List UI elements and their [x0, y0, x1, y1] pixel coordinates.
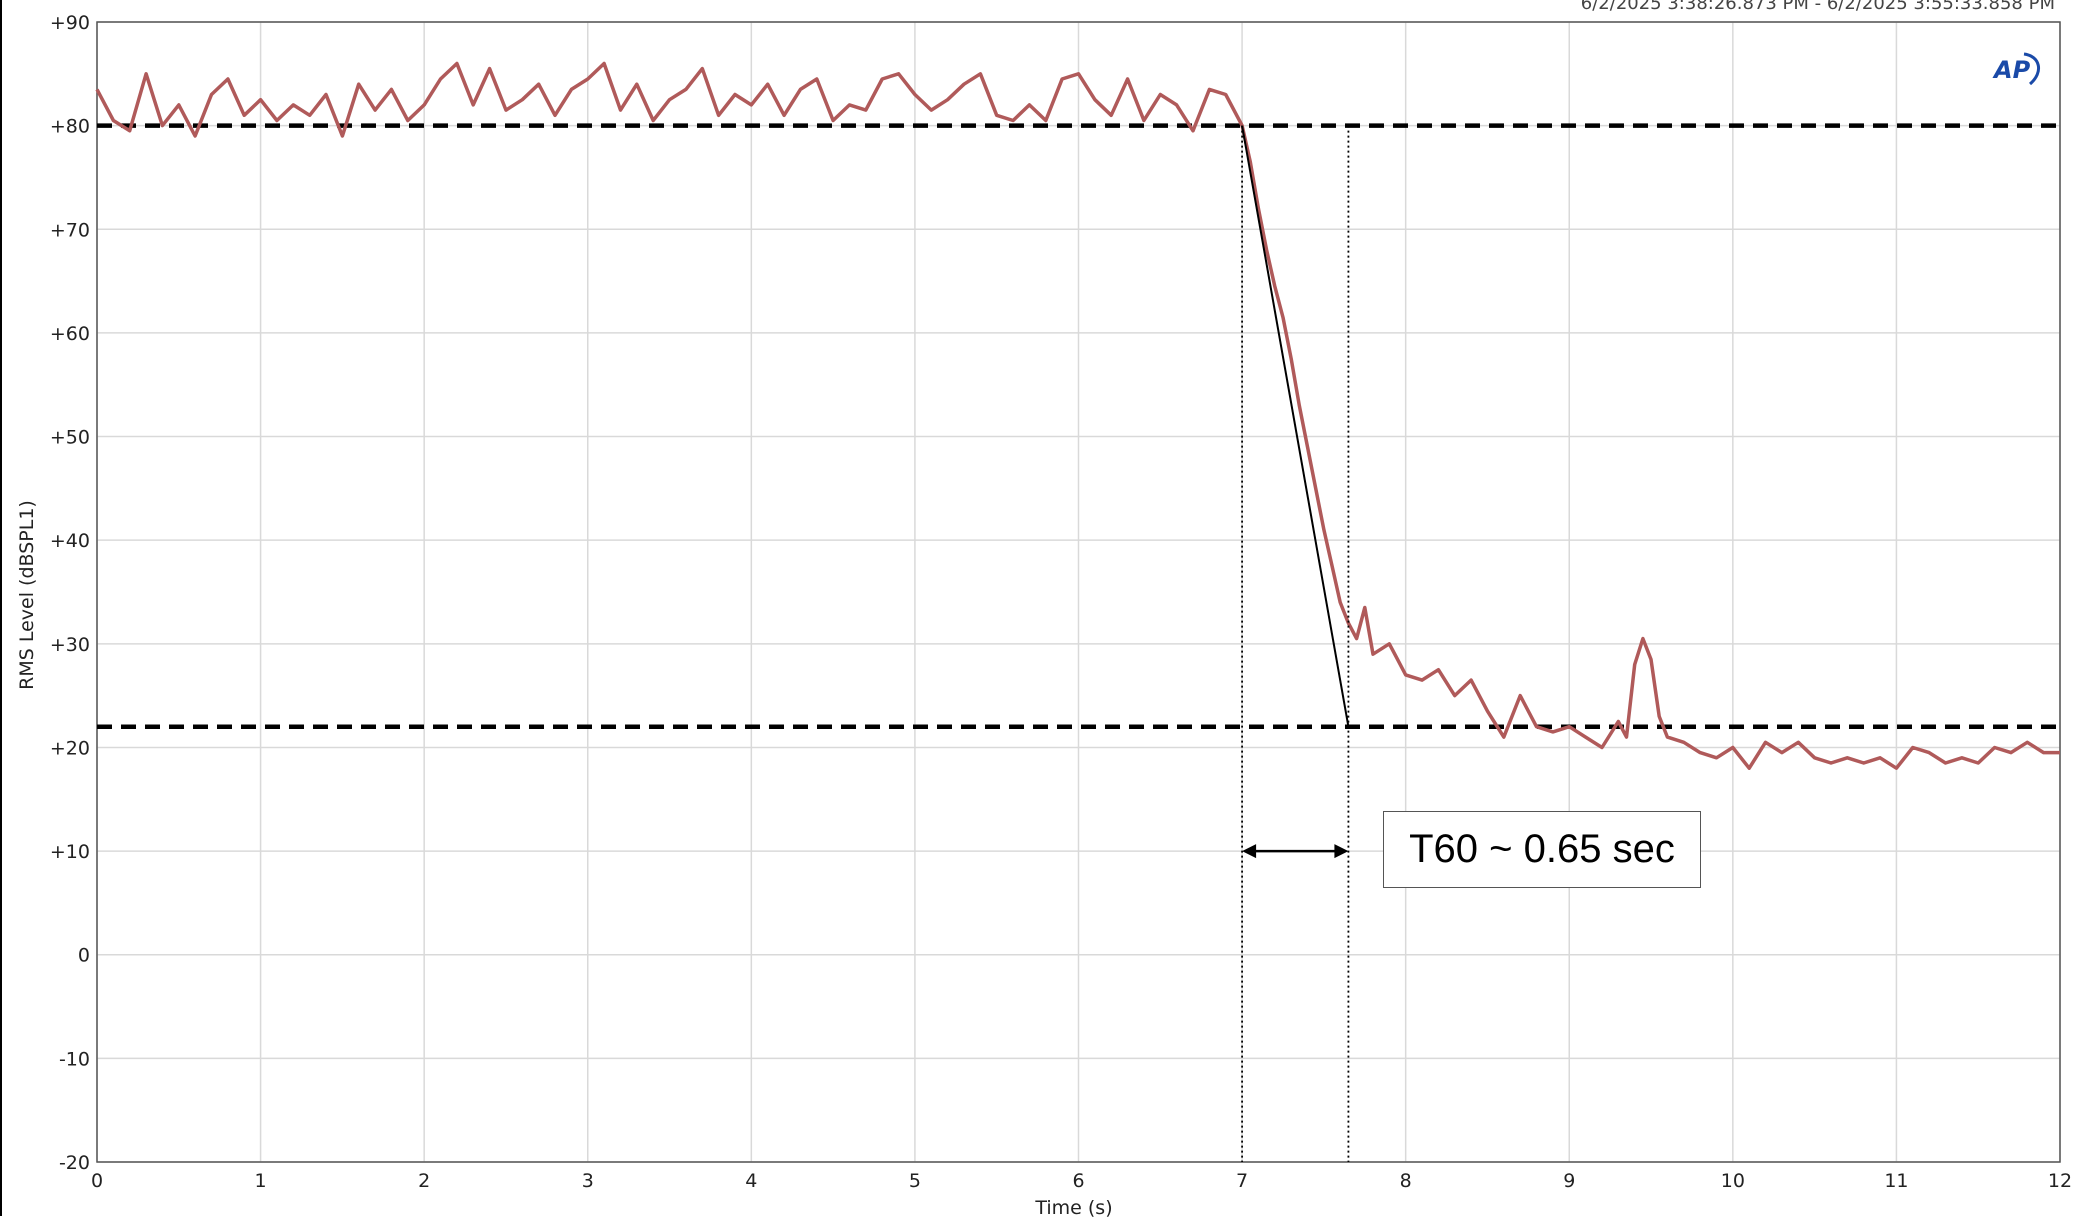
y-tick-label: +20 [50, 737, 90, 759]
t60-arrow-head-right [1334, 844, 1349, 859]
y-tick-labels: +90 +80 +70 +60 +50 +40 +30 +20 +10 0 -10 -20 [50, 12, 90, 1174]
y-tick-label: +80 [50, 116, 90, 138]
decay-fit-layer [1241, 125, 1350, 727]
y-axis-label: RMS Level (dBSPL1) [16, 500, 38, 690]
rms-level-trace [95, 61, 2060, 770]
reference-lines [97, 123, 2060, 729]
x-tick-label: 5 [909, 1170, 921, 1192]
y-tick-label: +30 [50, 634, 90, 656]
x-axis-label: Time (s) [1034, 1197, 1112, 1218]
grid [96, 21, 2061, 1163]
y-tick-label: -20 [59, 1152, 90, 1174]
x-tick-label: 1 [255, 1170, 267, 1192]
t60-arrow-layer [1242, 844, 1349, 859]
x-tick-label: 6 [1072, 1170, 1084, 1192]
x-tick-label: 2 [418, 1170, 430, 1192]
ap-logo-text: AP [1992, 56, 2031, 84]
x-tick-labels: 0 1 2 3 4 5 6 7 8 9 10 11 12 [91, 1170, 2072, 1192]
y-tick-label: +10 [50, 841, 90, 863]
t60-annotation: T60 ~ 0.65 sec [1383, 811, 1701, 888]
ap-logo: AP [1992, 52, 2040, 86]
x-tick-label: 3 [582, 1170, 594, 1192]
y-tick-label: +90 [50, 12, 90, 34]
plot-border [96, 21, 2061, 1163]
decay-fit-line [1241, 125, 1350, 727]
x-tick-label: 4 [745, 1170, 757, 1192]
trace-layer [95, 61, 2060, 770]
y-tick-label: +50 [50, 427, 90, 449]
y-tick-label: -10 [59, 1048, 90, 1070]
y-tick-label: +60 [50, 323, 90, 345]
y-tick-label: +40 [50, 530, 90, 552]
x-tick-label: 8 [1400, 1170, 1412, 1192]
x-tick-label: 11 [1884, 1170, 1908, 1192]
ap-logo-swoosh [2023, 52, 2040, 86]
x-tick-label: 0 [91, 1170, 103, 1192]
plot-area-border [96, 21, 2061, 1163]
x-tick-label: 9 [1563, 1170, 1575, 1192]
x-tick-label: 12 [2048, 1170, 2072, 1192]
y-tick-label: 0 [78, 945, 90, 967]
t60-arrow-head-left [1242, 844, 1257, 859]
y-tick-label: +70 [50, 219, 90, 241]
timestamp-range: 6/2/2025 3:38:26.873 PM - 6/2/2025 3:55:… [1581, 0, 2055, 14]
x-tick-label: 10 [1721, 1170, 1745, 1192]
x-tick-label: 7 [1236, 1170, 1248, 1192]
